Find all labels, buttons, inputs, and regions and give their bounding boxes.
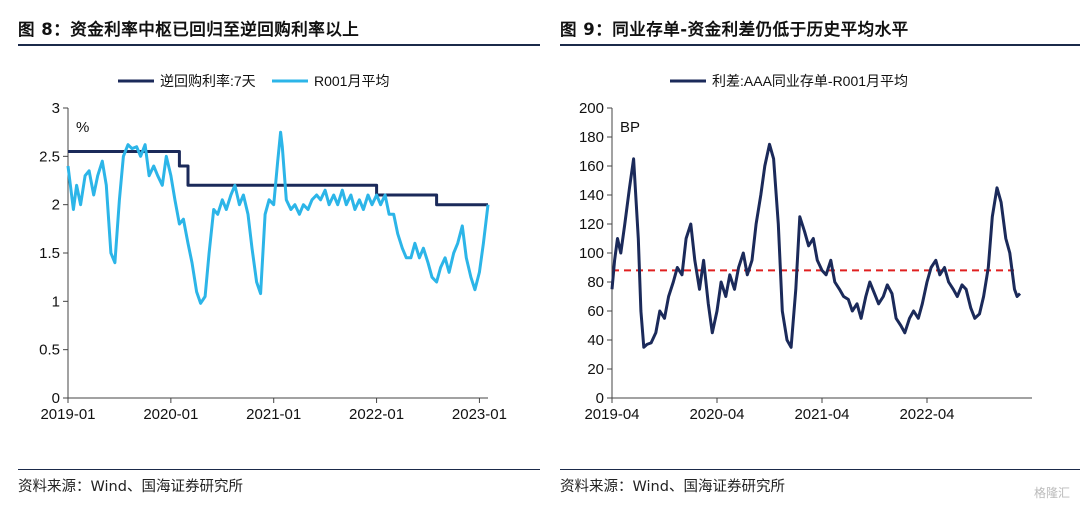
y-tick-label: 0.5 [39,342,60,359]
watermark-logo: 格隆汇 [1033,486,1070,500]
legend-label: 利差:AAA同业存单-R001月平均 [712,73,908,89]
title-divider [18,44,540,46]
x-tick-label: 2021-04 [794,406,849,423]
y-unit-label: BP [620,119,640,136]
x-tick-label: 2023-01 [452,406,507,423]
source-divider [560,469,1080,470]
source-divider [18,469,540,470]
figure-8-panel: 图 8：资金利率中枢已回归至逆回购利率以上 0 0.5 1 1.5 2 2.5 3 2019-… [18,0,540,507]
x-tick-label: 2020-01 [143,406,198,423]
y-tick-label: 20 [587,361,604,378]
x-tick-label: 2020-04 [689,406,744,423]
legend-label: 逆回购利率:7天 [160,73,256,89]
y-tick-label: 80 [587,274,604,291]
y-tick-label: 3 [52,100,60,117]
series-line-0 [68,150,488,207]
x-tick-label: 2022-04 [899,406,954,423]
y-tick-label: 60 [587,303,604,320]
figure-9-source: 资料来源：Wind、国海证券研究所 [560,479,785,495]
x-tick-label: 2021-01 [246,406,301,423]
figure-8-title: 图 8：资金利率中枢已回归至逆回购利率以上 [18,20,360,39]
figure-9-title: 图 9：同业存单-资金利差仍低于历史平均水平 [560,20,909,39]
y-tick-label: 2.5 [39,148,60,165]
y-tick-label: 40 [587,332,604,349]
series-line-0 [610,142,1022,349]
y-tick-label: 2 [52,197,60,214]
legend-label: R001月平均 [314,73,389,89]
y-unit-label: % [76,119,89,136]
x-tick-label: 2019-01 [40,406,95,423]
x-tick-label: 2022-01 [349,406,404,423]
y-tick-label: 160 [579,158,604,175]
x-tick-label: 2019-04 [584,406,639,423]
y-tick-label: 200 [579,100,604,117]
y-tick-label: 0 [596,390,604,407]
figure-9-panel: 图 9：同业存单-资金利差仍低于历史平均水平 0 20 40 60 80 100 120 14… [560,0,1080,507]
repo-rate-chart: 0 0.5 1 1.5 2 2.5 3 2019-01 2020-01 2021-01 2022-0… [39,73,507,423]
spread-chart: 0 20 40 60 80 100 120 140 160 180 200 2019-04 2020-0… [579,73,1032,423]
y-tick-label: 120 [579,216,604,233]
series-line-1 [66,130,490,305]
y-tick-label: 140 [579,187,604,204]
y-tick-label: 100 [579,245,604,262]
y-tick-label: 1 [52,293,60,310]
y-tick-label: 0 [52,390,60,407]
figure-8-source: 资料来源：Wind、国海证券研究所 [18,479,243,495]
title-divider [560,44,1080,46]
y-tick-label: 180 [579,129,604,146]
y-tick-label: 1.5 [39,245,60,262]
